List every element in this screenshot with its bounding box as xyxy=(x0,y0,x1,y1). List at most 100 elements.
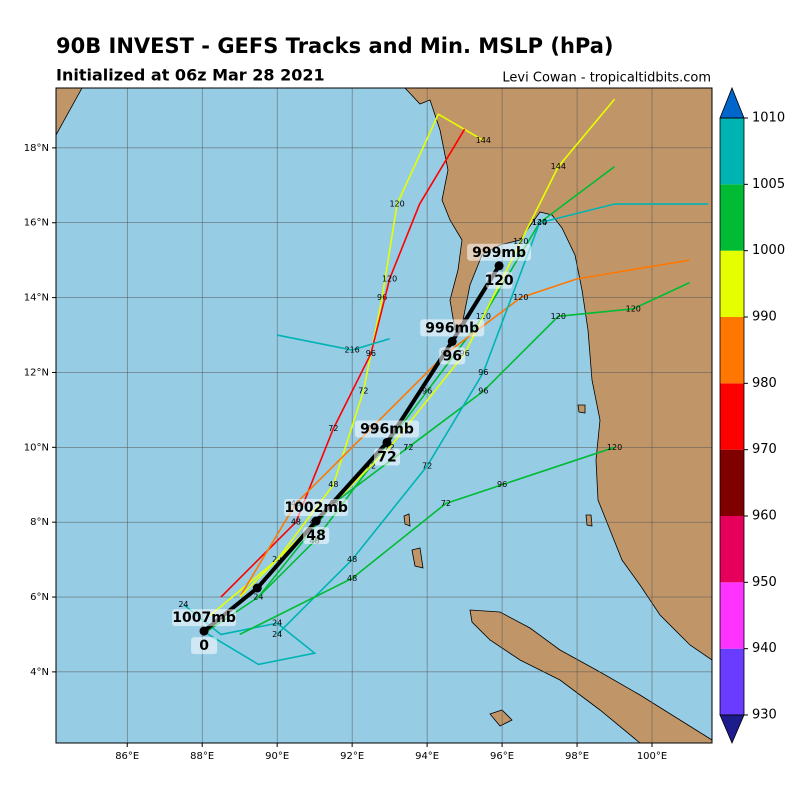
subtitle: Initialized at 06z Mar 28 2021 xyxy=(56,66,325,85)
hour-label: 144 xyxy=(551,162,566,171)
mean-track-point xyxy=(494,261,504,271)
x-tick-label: 96°E xyxy=(490,751,514,762)
hour-label: 96 xyxy=(478,387,488,396)
colorbar-segment xyxy=(720,582,744,649)
axes: 86°E 88°E 90°E 92°E 94°E 96°E 98°E 100°E 4°N 6°N 8… xyxy=(24,143,667,762)
hour-label: 96 xyxy=(377,293,387,302)
colorbar-segment xyxy=(720,118,744,185)
colorbar-label: 960 xyxy=(752,509,777,524)
mean-track-point xyxy=(252,583,262,593)
mean-track-point xyxy=(382,437,392,447)
mean-track: 1007mb 0 1002mb 48 996mb 72 996mb 96 999mb 120 xyxy=(172,243,532,655)
pressure-label: 996mb xyxy=(425,320,479,336)
colorbar: 930 940 950 960 970 980 990 1000 1005 1010 xyxy=(719,86,785,745)
mean-track-point xyxy=(311,516,321,526)
x-tick-label: 86°E xyxy=(115,751,139,762)
hour-label: 120 xyxy=(513,237,528,246)
hour-label: 120 xyxy=(626,304,641,313)
hour-label: 48 xyxy=(291,518,301,527)
hour-label: 144 xyxy=(476,136,491,145)
colorbar-frame xyxy=(719,117,745,716)
hour-label: 48 xyxy=(347,574,357,583)
hour-label: 120 xyxy=(532,218,547,227)
y-tick-label: 8°N xyxy=(30,517,49,528)
hour-label: 72 xyxy=(422,462,432,471)
hour-label: 48 xyxy=(328,480,338,489)
colorbar-label: 1005 xyxy=(752,177,785,192)
hour-label: 72 xyxy=(358,387,368,396)
y-tick-label: 6°N xyxy=(30,592,49,603)
pressure-label: 1002mb xyxy=(284,500,348,516)
credit: Levi Cowan - tropicaltidbits.com xyxy=(502,71,711,86)
label-box xyxy=(467,243,532,261)
colorbar-label: 970 xyxy=(752,442,777,457)
hour-label: 0 xyxy=(199,638,209,654)
land xyxy=(56,88,712,743)
colorbar-segment xyxy=(720,516,744,583)
colorbar-label: 950 xyxy=(752,575,777,590)
colorbar-label: 980 xyxy=(752,376,777,391)
colorbar-over xyxy=(719,86,745,119)
label-box xyxy=(354,420,419,438)
label-box xyxy=(373,448,400,466)
colorbar-under xyxy=(719,714,745,745)
y-tick-label: 14°N xyxy=(24,293,49,304)
hour-label: 96 xyxy=(366,349,376,358)
colorbar-label: 940 xyxy=(752,641,777,656)
ensemble-track xyxy=(277,334,390,351)
label-box xyxy=(439,347,466,365)
hour-label: 24 xyxy=(272,630,282,639)
mean-track-point xyxy=(447,336,457,346)
hour-label: 96 xyxy=(422,387,432,396)
label-box xyxy=(420,319,485,337)
x-tick-label: 88°E xyxy=(190,751,214,762)
hour-label: 120 xyxy=(382,274,397,283)
hour-label: 48 xyxy=(306,528,325,544)
label-box xyxy=(172,609,237,627)
hour-label: 72 xyxy=(377,449,396,465)
x-tick-label: 98°E xyxy=(565,751,589,762)
x-tick-label: 100°E xyxy=(637,751,667,762)
hour-label: 96 xyxy=(478,368,488,377)
colorbar-label: 1010 xyxy=(752,111,785,126)
x-tick-label: 92°E xyxy=(340,751,364,762)
label-box xyxy=(303,527,330,545)
colorbar-segment xyxy=(720,383,744,450)
ensemble-track xyxy=(182,603,317,666)
colorbar-segment xyxy=(720,648,744,715)
mean-track-point xyxy=(199,626,209,636)
ensemble-track xyxy=(220,128,466,598)
pressure-label: 1007mb xyxy=(172,610,236,626)
hour-label: 72 xyxy=(403,443,413,452)
hour-label: 120 xyxy=(513,293,528,302)
hour-label: 72 xyxy=(385,443,395,452)
hour-label: 96 xyxy=(442,348,461,364)
y-tick-label: 4°N xyxy=(30,667,49,678)
hour-label: 120 xyxy=(484,273,513,289)
hour-label: 72 xyxy=(328,424,338,433)
hour-label: 120 xyxy=(389,200,404,209)
y-tick-label: 12°N xyxy=(24,367,49,378)
hour-label: 48 xyxy=(347,555,357,564)
x-tick-label: 90°E xyxy=(265,751,289,762)
colorbar-segment xyxy=(720,449,744,516)
label-box xyxy=(191,637,218,655)
colorbar-label: 1000 xyxy=(752,243,785,258)
pressure-label: 999mb xyxy=(472,245,526,261)
colorbar-segment xyxy=(720,250,744,317)
label-box xyxy=(284,499,349,517)
x-tick-label: 94°E xyxy=(415,751,439,762)
map: 2424244872961201442448729612014448729612… xyxy=(56,88,712,743)
y-tick-label: 10°N xyxy=(24,442,49,453)
ensemble-track xyxy=(239,446,615,636)
hour-label: 96 xyxy=(497,480,507,489)
hour-label: 120 xyxy=(551,312,566,321)
map-frame xyxy=(55,87,713,744)
hour-label: 24 xyxy=(272,619,282,628)
y-tick-label: 18°N xyxy=(24,143,49,154)
colorbar-segment xyxy=(720,317,744,384)
colorbar-label: 990 xyxy=(752,310,777,325)
colorbar-segment xyxy=(720,184,744,251)
ensemble-track xyxy=(276,203,709,636)
